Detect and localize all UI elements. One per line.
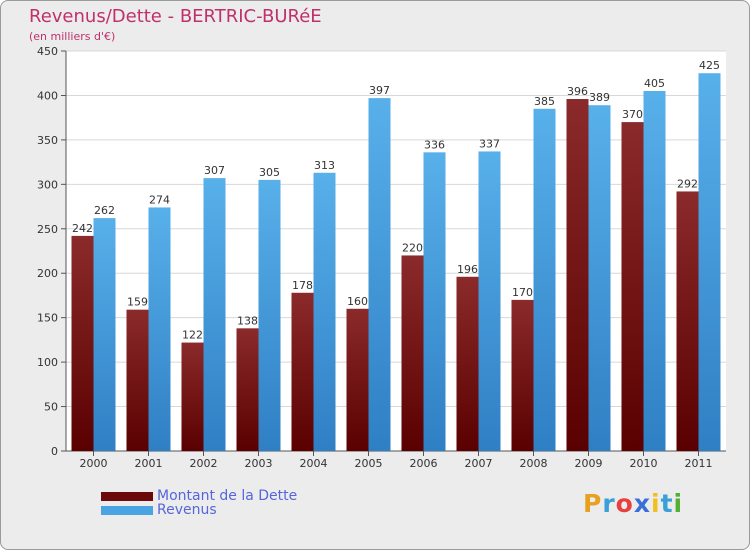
bar-revenus: [643, 91, 666, 451]
bar-revenus: [313, 172, 336, 451]
bar-revenus: [203, 178, 226, 451]
x-tick-label: 2006: [410, 457, 438, 470]
y-tick-label: 150: [37, 312, 58, 325]
data-label-revenus: 305: [259, 166, 280, 179]
data-label-revenus: 262: [94, 204, 115, 217]
bar-dette: [291, 292, 314, 451]
y-tick-label: 0: [51, 445, 58, 458]
data-label-dette: 178: [292, 279, 313, 292]
bar-dette: [456, 276, 479, 451]
chart-subtitle: (en milliers d'€): [29, 30, 116, 43]
x-tick-label: 2007: [465, 457, 493, 470]
bar-dette: [71, 235, 94, 451]
bar-dette: [621, 122, 644, 451]
y-tick-label: 350: [37, 134, 58, 147]
legend-swatch-dette: [101, 491, 153, 501]
data-label-dette: 160: [347, 295, 368, 308]
proxiti-logo[interactable]: Proxiti: [583, 489, 683, 518]
legend-item-revenus: Revenus: [101, 502, 217, 518]
data-label-dette: 292: [677, 177, 698, 190]
logo-letter: r: [602, 489, 616, 518]
data-label-revenus: 397: [369, 84, 390, 97]
data-label-dette: 170: [512, 286, 533, 299]
logo-letter: t: [660, 489, 674, 518]
legend-label-revenus: Revenus: [157, 502, 217, 518]
bar-dette: [236, 328, 259, 451]
bar-revenus: [588, 105, 611, 451]
bar-dette: [401, 255, 424, 451]
bar-dette: [566, 99, 589, 451]
y-tick-label: 100: [37, 356, 58, 369]
bar-revenus: [368, 98, 391, 451]
x-tick-label: 2010: [630, 457, 658, 470]
bar-revenus: [478, 151, 501, 451]
x-tick-label: 2000: [80, 457, 108, 470]
data-label-revenus: 274: [149, 193, 170, 206]
data-label-dette: 138: [237, 314, 258, 327]
data-label-revenus: 425: [699, 59, 720, 72]
logo-letter: P: [583, 489, 603, 518]
bar-dette: [346, 308, 369, 451]
y-tick-label: 300: [37, 178, 58, 191]
x-tick-label: 2011: [685, 457, 713, 470]
bar-revenus: [698, 73, 721, 451]
data-label-revenus: 313: [314, 159, 335, 172]
data-label-dette: 196: [457, 263, 478, 276]
data-label-revenus: 336: [424, 138, 445, 151]
data-label-dette: 396: [567, 85, 588, 98]
plot-area: [66, 51, 726, 451]
bar-revenus: [258, 179, 281, 451]
y-tick-label: 250: [37, 223, 58, 236]
data-label-dette: 220: [402, 241, 423, 254]
data-label-dette: 370: [622, 108, 643, 121]
x-tick-label: 2004: [300, 457, 328, 470]
data-label-revenus: 405: [644, 77, 665, 90]
bar-revenus: [148, 207, 171, 451]
logo-letter: i: [673, 489, 684, 518]
x-tick-label: 2001: [135, 457, 163, 470]
bar-dette: [511, 299, 534, 451]
logo-letter: o: [615, 489, 634, 518]
x-tick-label: 2005: [355, 457, 383, 470]
x-tick-label: 2002: [190, 457, 218, 470]
bar-revenus: [423, 152, 446, 452]
data-label-dette: 122: [182, 329, 203, 342]
data-label-dette: 159: [127, 296, 148, 309]
logo-letter: x: [633, 489, 651, 518]
bar-dette: [181, 342, 204, 451]
bar-revenus: [93, 218, 116, 451]
y-tick-label: 450: [37, 45, 58, 58]
bar-dette: [126, 309, 149, 451]
data-label-revenus: 337: [479, 137, 500, 150]
bar-revenus: [533, 108, 556, 452]
x-tick-label: 2009: [575, 457, 603, 470]
y-tick-label: 200: [37, 267, 58, 280]
bar-dette: [676, 191, 699, 451]
data-label-revenus: 307: [204, 164, 225, 177]
y-tick-label: 50: [44, 401, 58, 414]
logo-letter: i: [651, 489, 661, 518]
legend-item-dette: Montant de la Dette: [101, 488, 298, 504]
data-label-dette: 242: [72, 222, 93, 235]
legend-label-dette: Montant de la Dette: [157, 488, 298, 504]
y-tick-label: 400: [37, 89, 58, 102]
data-label-revenus: 385: [534, 95, 555, 108]
data-label-revenus: 389: [589, 91, 610, 104]
legend-swatch-revenus: [101, 505, 153, 515]
x-tick-label: 2008: [520, 457, 548, 470]
x-tick-label: 2003: [245, 457, 273, 470]
chart-title: Revenus/Dette - BERTRIC-BURéE: [29, 6, 322, 27]
